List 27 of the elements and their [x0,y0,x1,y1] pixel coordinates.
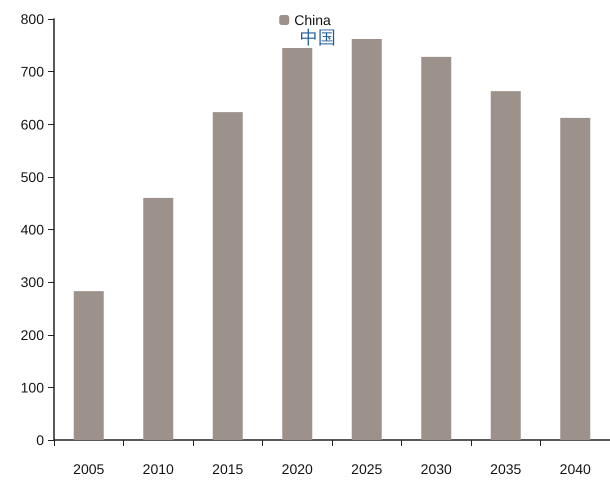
y-tick-label: 600 [20,116,44,132]
x-tick-label: 2030 [420,461,452,477]
bar [560,118,590,440]
bar [74,291,104,440]
bar [421,56,452,440]
x-tick-label: 2010 [142,461,174,477]
y-tick-label: 500 [20,168,44,185]
y-tick-label: 300 [20,274,44,290]
y-tick-label: 0 [36,432,44,448]
bar [212,112,243,440]
x-tick-label: 2020 [282,461,314,477]
legend-label: China [294,12,332,28]
bar [143,198,174,440]
y-tick-label: 800 [20,11,44,27]
bar [282,48,312,440]
bar [352,39,382,440]
y-tick-label: 400 [20,222,44,238]
text: 中国 [300,28,336,48]
x-tick-label: 2040 [560,461,592,477]
y-tick-label: 700 [20,64,44,80]
x-tick-label: 2015 [212,461,244,477]
x-tick-label: 2025 [351,461,383,477]
x-tick-label: 2005 [73,461,105,477]
y-tick-label: 200 [20,326,44,343]
x-tick-label: 2035 [490,461,522,477]
bar [490,91,521,440]
y-tick-label: 100 [20,379,44,396]
